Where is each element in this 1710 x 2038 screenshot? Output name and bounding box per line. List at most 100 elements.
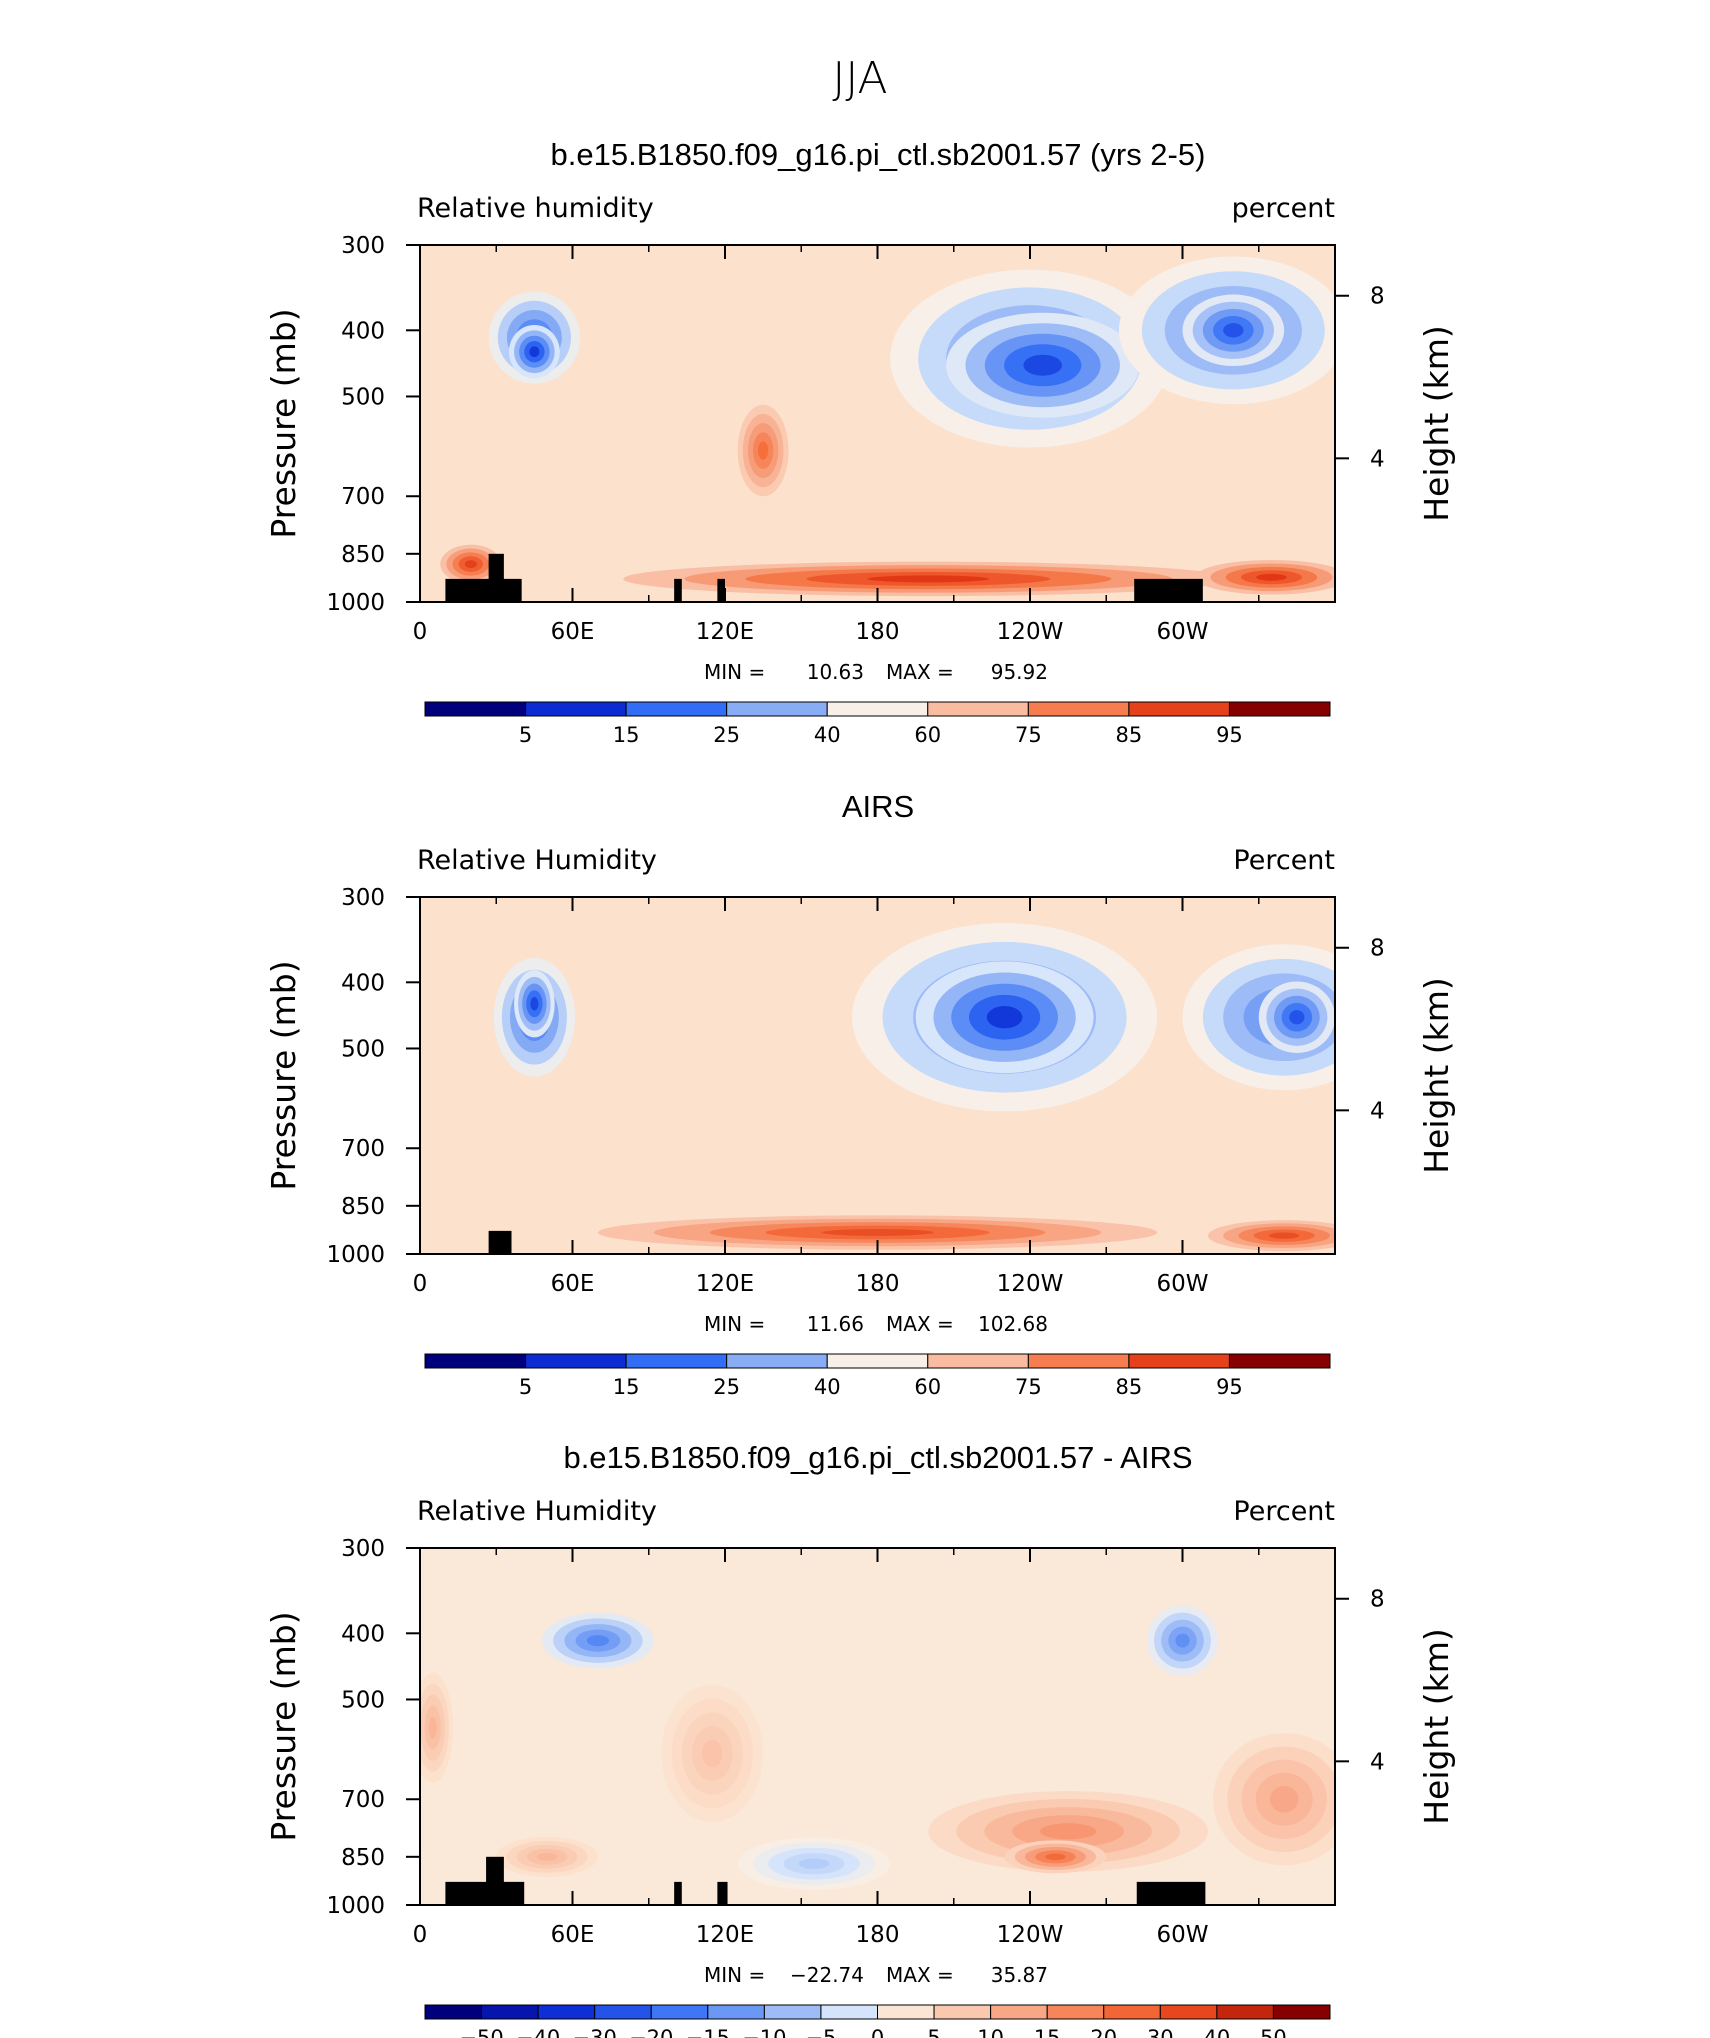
y-axis-title: Pressure (mb) (264, 960, 303, 1190)
x-tick-label: 120E (696, 1922, 754, 1948)
min-value: 10.63 (807, 660, 864, 684)
y-tick-label: 1000 (326, 1893, 385, 1919)
colorbar-swatch (763, 2004, 822, 2020)
y2-tick-label: 4 (1370, 1098, 1385, 1124)
y-tick-label: 300 (341, 885, 385, 911)
colorbar-label: 40 (814, 723, 841, 747)
colorbar-swatch (424, 701, 527, 717)
contour-blob (1289, 1010, 1305, 1025)
panel-title: b.e15.B1850.f09_g16.pi_ctl.sb2001.57 - A… (563, 1440, 1192, 1475)
y-tick-label: 850 (341, 1194, 385, 1220)
max-value: 35.87 (991, 1963, 1048, 1987)
min-value: −22.74 (790, 1963, 864, 1987)
y2-axis-title: Height (km) (1417, 1628, 1456, 1825)
max-label: MAX = (886, 1963, 954, 1987)
contour-blob (986, 1006, 1023, 1029)
terrain-mask (488, 1230, 512, 1254)
colorbar-swatch (826, 701, 929, 717)
variable-label: Relative Humidity (417, 1496, 657, 1527)
x-tick-label: 60E (551, 1271, 595, 1297)
colorbar-swatch (1103, 2004, 1161, 2020)
y2-axis-title: Height (km) (1417, 325, 1456, 522)
chart-panel-1: b.e15.B1850.f09_g16.pi_ctl.sb2001.57 (yr… (264, 137, 1456, 747)
colorbar-label: 25 (713, 1375, 740, 1399)
x-tick-label: 60E (551, 619, 595, 645)
min-label: MIN = (704, 660, 765, 684)
contour-blob (1256, 573, 1287, 581)
x-tick-label: 60W (1156, 1922, 1208, 1948)
colorbar-swatch (424, 2004, 483, 2020)
chart-panel-3: b.e15.B1850.f09_g16.pi_ctl.sb2001.57 - A… (264, 1440, 1456, 2038)
x-tick-label: 0 (413, 1922, 428, 1948)
max-value: 95.92 (991, 660, 1048, 684)
terrain-mask (486, 1856, 504, 1905)
y-tick-label: 500 (341, 1036, 385, 1062)
x-tick-label: 120W (997, 1271, 1064, 1297)
colorbar-label: −5 (805, 2026, 836, 2038)
y2-tick-label: 8 (1370, 1587, 1385, 1613)
contour-blob (1268, 1232, 1300, 1239)
contour-blob (758, 441, 769, 460)
x-tick-label: 60W (1156, 1271, 1208, 1297)
contour-blob (1045, 1853, 1066, 1861)
terrain-mask (717, 578, 725, 602)
y2-tick-label: 8 (1370, 936, 1385, 962)
colorbar-label: 0 (871, 2026, 884, 2038)
colorbar-swatch (1216, 2004, 1274, 2020)
colorbar-label: 85 (1116, 1375, 1143, 1399)
figure-title: JJA (832, 53, 887, 104)
contour-field (420, 1548, 1335, 1905)
colorbar-swatch (726, 701, 828, 717)
x-tick-label: 0 (413, 1271, 428, 1297)
terrain-mask (488, 553, 504, 602)
colorbar-label: 25 (713, 723, 740, 747)
contour-blob (1269, 1786, 1299, 1813)
colorbar-swatch (927, 701, 1029, 717)
colorbar-swatch (537, 2004, 596, 2020)
units-label: Percent (1233, 1496, 1335, 1527)
contour-blob (867, 575, 990, 583)
y-tick-label: 1000 (326, 1242, 385, 1268)
units-label: percent (1232, 193, 1335, 224)
colorbar-label: 10 (977, 2026, 1004, 2038)
colorbar-swatch (1128, 1353, 1230, 1369)
colorbar-label: 15 (613, 1375, 640, 1399)
terrain-mask (674, 578, 682, 602)
colorbar-swatch (990, 2004, 1048, 2020)
contour-blob (702, 1739, 723, 1768)
colorbar-swatch (1228, 1353, 1331, 1369)
panel-title: AIRS (842, 789, 914, 824)
colorbar-label: 15 (613, 723, 640, 747)
colorbar-swatch (1272, 2004, 1331, 2020)
x-tick-label: 180 (856, 1922, 900, 1948)
x-tick-label: 120W (997, 1922, 1064, 1948)
y-tick-label: 400 (341, 318, 385, 344)
colorbar-swatch (1228, 701, 1331, 717)
colorbar-swatch (650, 2004, 709, 2020)
colorbar-swatch (594, 2004, 652, 2020)
colorbar-label: −40 (516, 2026, 560, 2038)
min-label: MIN = (704, 1312, 765, 1336)
colorbar-label: 95 (1216, 1375, 1243, 1399)
field-background (420, 897, 1335, 1254)
colorbar-label: 60 (914, 723, 941, 747)
contour-blob (529, 346, 540, 358)
x-tick-label: 180 (856, 619, 900, 645)
x-tick-label: 0 (413, 619, 428, 645)
colorbar-swatch (625, 701, 728, 717)
units-label: Percent (1233, 845, 1335, 876)
colorbar-label: −15 (686, 2026, 730, 2038)
contour-blob (821, 1229, 934, 1236)
colorbar-swatch (933, 2004, 992, 2020)
colorbar-label: 50 (1260, 2026, 1287, 2038)
y2-axis-title: Height (km) (1417, 977, 1456, 1174)
colorbar-label: 5 (519, 1375, 532, 1399)
x-tick-label: 120W (997, 619, 1064, 645)
y-tick-label: 500 (341, 1687, 385, 1713)
y-tick-label: 400 (341, 1621, 385, 1647)
colorbar-swatch (1159, 2004, 1218, 2020)
contour-blob (798, 1858, 830, 1870)
colorbar-swatch (525, 1353, 627, 1369)
colorbar-label: 40 (814, 1375, 841, 1399)
